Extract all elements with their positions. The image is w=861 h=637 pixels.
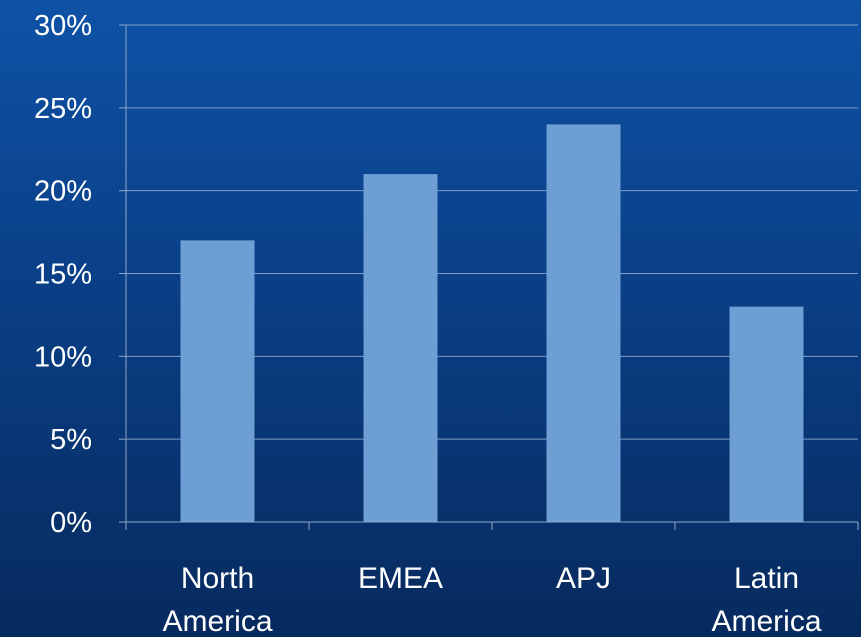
bar [363,174,438,522]
bar [729,306,804,522]
x-category-label: EMEA [358,562,443,595]
axes [119,24,859,530]
y-tick-label: 5% [50,424,92,456]
x-category-labels: North America EMEA APJ Latin America [162,562,821,637]
x-category-label: Latin [734,562,799,595]
y-tick-label: 10% [34,341,92,373]
y-tick-label: 25% [34,93,92,125]
y-tick-labels: 0% 5% 10% 15% 20% 25% 30% [34,10,92,539]
x-category-label: America [711,605,821,637]
y-tick-label: 15% [34,259,92,291]
bar [180,240,255,522]
bar [546,124,621,523]
y-tick-label: 30% [34,10,92,42]
y-tick-label: 0% [50,507,92,539]
x-category-label: America [162,605,272,637]
x-category-label: APJ [556,562,611,595]
y-tick-label: 20% [34,176,92,208]
x-category-label: North [181,562,254,595]
bars [180,124,804,523]
